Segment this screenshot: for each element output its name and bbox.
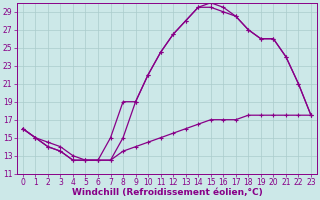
X-axis label: Windchill (Refroidissement éolien,°C): Windchill (Refroidissement éolien,°C) (72, 188, 262, 197)
